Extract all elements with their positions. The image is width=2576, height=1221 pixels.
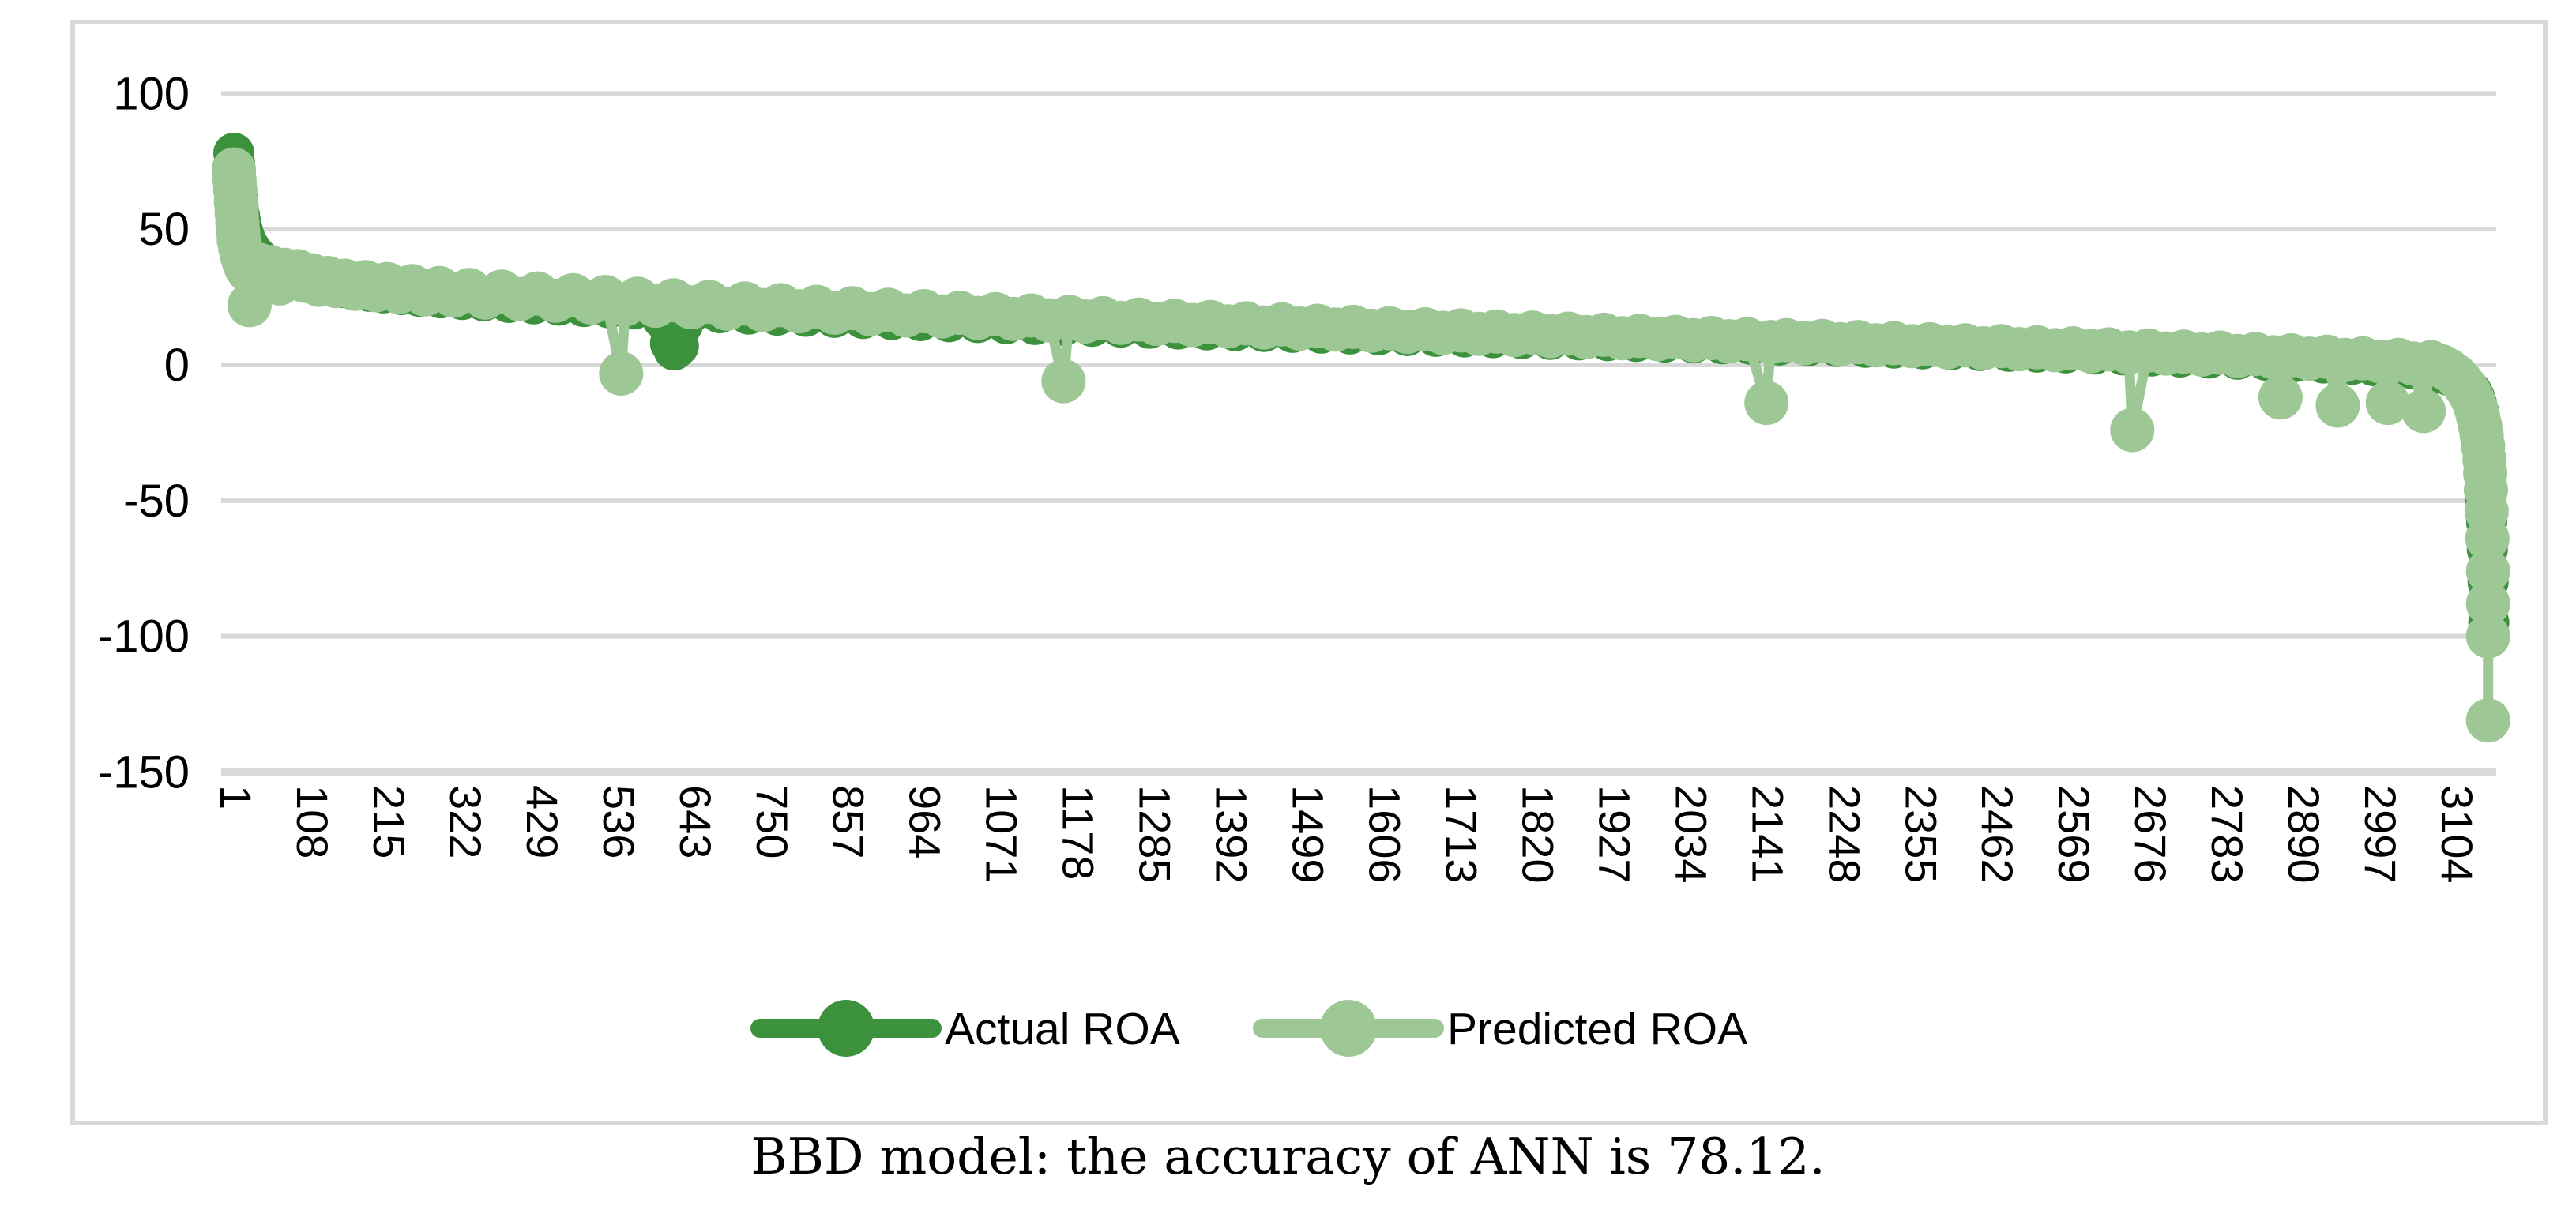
y-tick-label: -50 [123, 475, 190, 527]
x-axis-labels: 1 108 215 322 429 536 643 750 857 964 1071 1178 1285… [211, 785, 2482, 884]
x-tick-label: 1071 [977, 785, 1027, 884]
data-point-marker [2465, 698, 2510, 743]
x-tick-label: 536 [594, 785, 644, 858]
x-tick-label: 750 [747, 785, 797, 858]
legend-label: Actual ROA [945, 1004, 1180, 1054]
series-predicted-roa [212, 147, 2510, 743]
data-point-marker [2258, 375, 2303, 420]
x-tick-label: 2676 [2126, 785, 2175, 884]
y-tick-label: -150 [98, 746, 190, 798]
legend-item-predicted-roa: Predicted ROA [1253, 1000, 1747, 1057]
x-tick-label: 215 [364, 785, 414, 858]
figure-border [70, 20, 2548, 1125]
x-tick-label: 1392 [1207, 785, 1257, 884]
figure-caption: BBD model: the accuracy of ANN is 78.12. [750, 1128, 1826, 1185]
gridlines [221, 91, 2496, 776]
x-tick-label: 1499 [1284, 785, 1333, 884]
y-tick-label: -100 [98, 611, 190, 663]
x-tick-label: 1178 [1054, 785, 1104, 880]
x-tick-label: 2890 [2279, 785, 2329, 884]
x-tick-label: 1820 [1513, 785, 1563, 884]
x-tick-label: 322 [441, 785, 491, 858]
x-tick-label: 2355 [1896, 785, 1946, 884]
x-tick-label: 1285 [1130, 785, 1180, 884]
x-tick-label: 429 [517, 785, 567, 858]
data-point-marker [2110, 408, 2155, 453]
x-tick-label: 643 [671, 785, 720, 858]
data-point-marker [1744, 381, 1789, 426]
x-tick-label: 2569 [2049, 785, 2099, 884]
x-tick-label: 2248 [1819, 785, 1869, 884]
x-tick-label: 1927 [1589, 785, 1639, 884]
y-tick-label: 0 [164, 340, 190, 391]
x-tick-label: 2141 [1743, 785, 1792, 884]
data-point-marker [2465, 549, 2510, 594]
data-point-marker [2365, 381, 2410, 426]
x-tick-label: 2997 [2356, 785, 2405, 884]
data-point-marker [599, 351, 644, 396]
x-tick-label: 857 [824, 785, 874, 858]
data-point-marker [1041, 359, 1086, 404]
x-tick-label: 2462 [1972, 785, 2022, 884]
x-tick-label: 964 [901, 785, 950, 858]
y-axis-labels: 100 50 0 -50 -100 -150 [98, 68, 190, 798]
data-point-marker [2465, 581, 2510, 626]
legend-item-actual-roa: Actual ROA [750, 1000, 1180, 1057]
legend: Actual ROA Predicted ROA [750, 1000, 1747, 1057]
y-tick-label: 100 [113, 68, 190, 119]
legend-swatch-marker [818, 1000, 874, 1057]
x-tick-label: 1 [211, 785, 261, 810]
x-tick-label: 3104 [2432, 785, 2482, 884]
x-tick-label: 2783 [2202, 785, 2252, 884]
data-point-marker [2315, 383, 2360, 428]
legend-label: Predicted ROA [1447, 1004, 1747, 1054]
legend-swatch-marker [1320, 1000, 1377, 1057]
data-point-marker [2401, 389, 2446, 434]
data-point-marker [2465, 614, 2510, 659]
y-tick-label: 50 [138, 204, 190, 255]
data-point-marker [2465, 516, 2510, 561]
x-tick-label: 1606 [1359, 785, 1409, 884]
x-tick-label: 2034 [1666, 785, 1716, 884]
x-tick-label: 1713 [1436, 785, 1486, 884]
x-tick-label: 108 [288, 785, 337, 858]
